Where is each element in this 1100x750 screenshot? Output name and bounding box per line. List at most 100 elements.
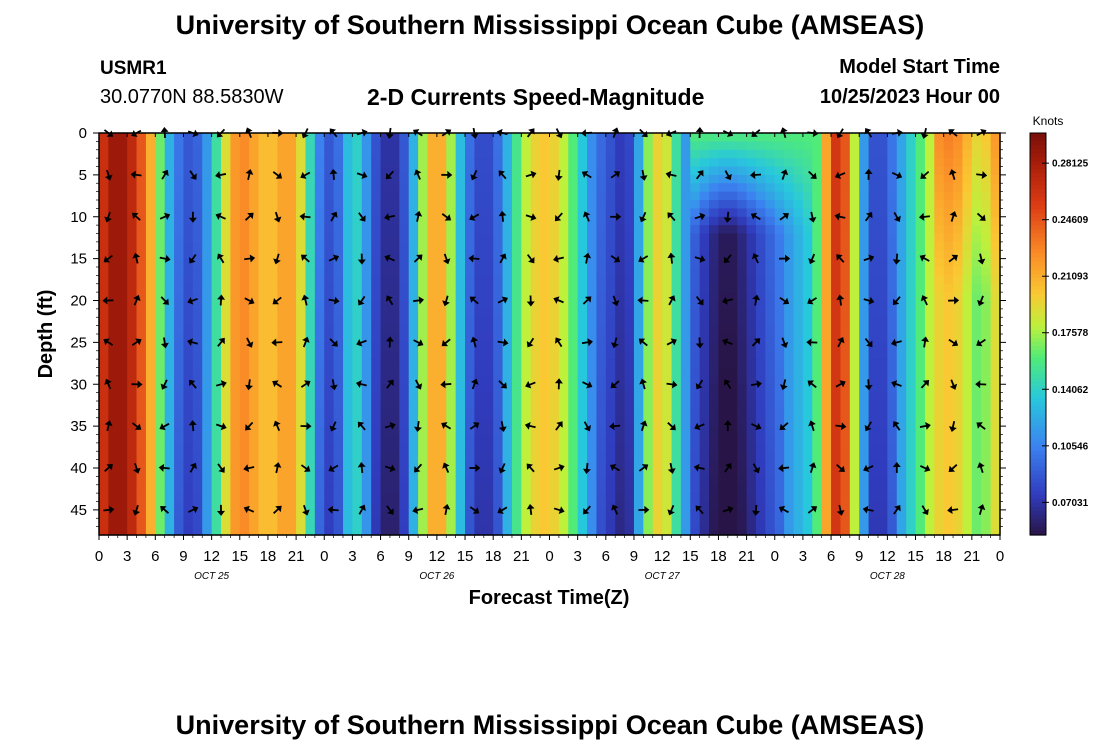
station-coordinates: 30.0770N 88.5830W [100, 86, 284, 108]
heat-cell [699, 417, 710, 427]
heat-cell [896, 166, 907, 176]
heat-cell [577, 200, 588, 209]
heat-cell [558, 442, 569, 452]
heat-cell [680, 468, 691, 477]
heat-cell [418, 149, 429, 159]
heat-cell [615, 334, 626, 343]
current-arrow [779, 296, 790, 305]
heat-cell [136, 442, 147, 452]
heat-cell [145, 183, 156, 193]
heat-cell [605, 141, 616, 151]
heat-cell [108, 208, 119, 218]
heat-cell [371, 384, 382, 394]
heat-cell [99, 417, 109, 427]
current-arrow [187, 505, 199, 514]
heat-cell [849, 133, 860, 142]
heat-cell [953, 158, 964, 168]
heat-cell [483, 133, 494, 142]
heat-cell [831, 200, 842, 209]
heat-cell [380, 241, 391, 251]
heat-cell [868, 208, 879, 218]
heat-cell [887, 300, 898, 310]
heat-cell [793, 459, 804, 469]
heat-cell [174, 317, 185, 327]
heat-cell [690, 216, 701, 226]
heat-cell [511, 183, 522, 193]
heat-cell [605, 451, 616, 461]
heat-cell [962, 317, 973, 327]
heat-cell [389, 434, 400, 444]
heat-cell [502, 334, 513, 343]
heat-cell [502, 476, 513, 486]
heat-cell [389, 409, 400, 419]
heat-cell [765, 317, 776, 327]
heat-cell [896, 518, 907, 528]
heat-cell [605, 258, 616, 268]
heat-cell [680, 308, 691, 318]
heat-cell [934, 267, 945, 276]
heat-cell [680, 384, 691, 394]
heat-cell [296, 367, 307, 377]
heat-cell [211, 417, 222, 427]
heat-cell [418, 317, 429, 327]
heat-cell [521, 275, 532, 285]
heat-cell [971, 526, 982, 536]
heat-cell [164, 367, 175, 377]
heat-cell [577, 308, 588, 318]
heat-cell [286, 158, 297, 168]
heat-cell [446, 267, 457, 276]
heat-cell [474, 191, 485, 201]
heat-cell [305, 476, 316, 486]
heat-cell [558, 367, 569, 377]
heat-cell [117, 166, 128, 176]
heat-cell [202, 476, 213, 486]
heat-cell [568, 233, 579, 243]
heat-cell [202, 225, 213, 235]
heat-cell [633, 417, 644, 427]
heat-cell [709, 476, 720, 486]
heat-cell [587, 258, 598, 268]
heat-cell [155, 216, 166, 226]
heat-cell [943, 392, 954, 402]
heat-cell [333, 518, 344, 528]
heat-cell [540, 141, 551, 151]
heat-cell [943, 208, 954, 218]
heat-cell [249, 258, 260, 268]
heat-cell [474, 401, 485, 410]
heat-cell [981, 325, 992, 335]
heat-cell [765, 225, 776, 235]
heat-cell [427, 484, 438, 494]
current-arrow [132, 252, 141, 264]
heat-cell [624, 468, 635, 477]
heat-cell [258, 426, 269, 436]
heat-cell [596, 367, 607, 377]
heat-cell [371, 191, 382, 201]
heat-cell [896, 468, 907, 477]
heat-cell [324, 225, 335, 235]
heat-cell [643, 250, 654, 260]
heat-cell [145, 409, 156, 419]
heat-cell [727, 141, 738, 151]
heat-cell [662, 468, 673, 477]
heat-cell [962, 493, 973, 503]
heat-cell [953, 417, 964, 427]
heat-cell [352, 459, 363, 469]
heat-cell [540, 350, 551, 360]
heat-cell [934, 526, 945, 536]
heat-cell [483, 183, 494, 193]
heat-cell [831, 208, 842, 218]
heat-cell [793, 267, 804, 276]
heat-cell [333, 509, 344, 519]
heat-cell [164, 375, 175, 385]
heat-cell [624, 409, 635, 419]
heat-cell [108, 158, 119, 168]
heat-cell [127, 174, 138, 184]
heat-cell [755, 367, 766, 377]
heat-cell [108, 225, 119, 235]
heat-cell [418, 275, 429, 285]
heat-cell [108, 141, 119, 151]
heat-cell [352, 258, 363, 268]
heat-cell [906, 141, 917, 151]
heat-cell [765, 191, 776, 201]
heat-cell [906, 200, 917, 209]
